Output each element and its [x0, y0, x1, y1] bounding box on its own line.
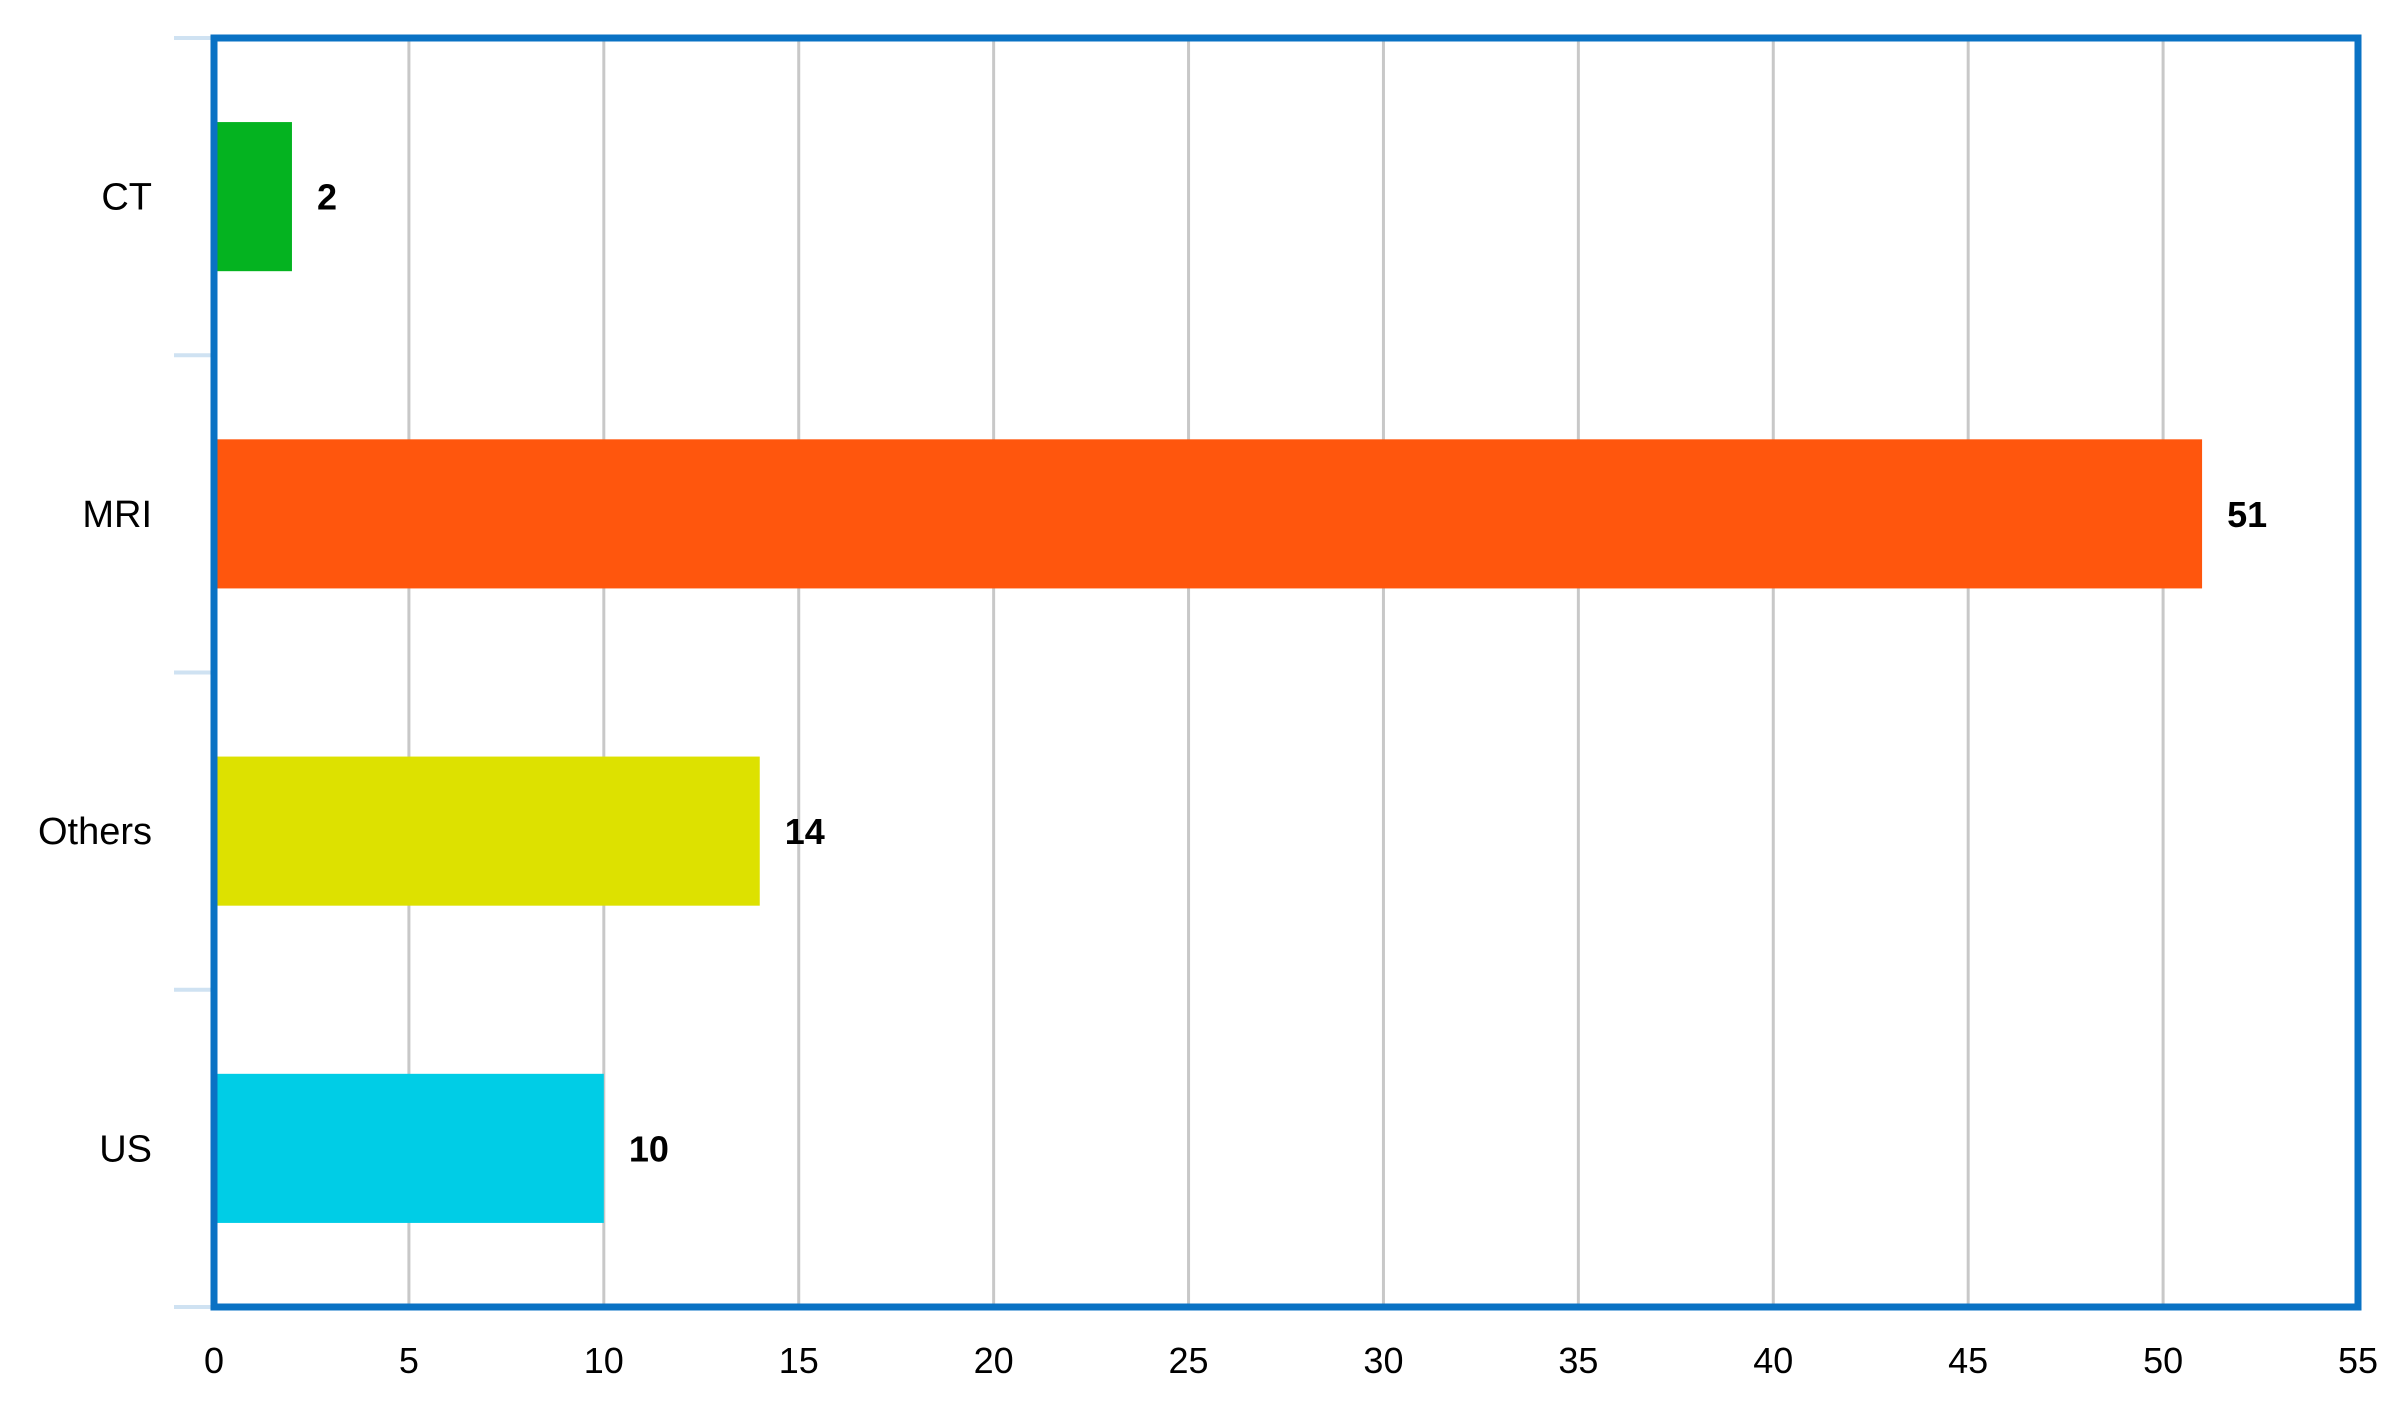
x-tick-label: 15	[779, 1340, 819, 1381]
x-tick-label: 10	[584, 1340, 624, 1381]
x-axis-tick-labels: 0 5 10 15 20 25 30 35 40 45 50 55	[204, 1340, 2378, 1381]
category-ticks	[174, 36, 214, 1309]
x-tick-label: 5	[399, 1340, 419, 1381]
data-label: 2	[317, 177, 337, 218]
data-labels: 2 51 14 10	[317, 177, 2267, 1170]
bars	[214, 122, 2203, 1223]
gridlines	[407, 38, 2165, 1307]
x-tick-label: 40	[1753, 1340, 1793, 1381]
bar-us	[214, 1073, 604, 1223]
y-tick-label: CT	[101, 177, 152, 219]
data-label: 10	[629, 1128, 669, 1169]
data-label: 14	[785, 811, 825, 852]
bar-ct	[214, 122, 292, 272]
plot-frame	[210, 34, 2362, 1311]
x-tick-label: 50	[2143, 1340, 2183, 1381]
data-label: 51	[2227, 494, 2267, 535]
y-tick-label: MRI	[82, 494, 152, 536]
bar-others	[214, 756, 760, 906]
x-tick-label: 0	[204, 1340, 224, 1381]
y-tick-label: US	[99, 1128, 152, 1170]
x-tick-label: 45	[1948, 1340, 1988, 1381]
x-tick-label: 55	[2338, 1340, 2378, 1381]
bar-mri	[214, 439, 2203, 589]
y-axis-category-labels: CT MRI Others US	[38, 177, 152, 1171]
x-tick-label: 20	[974, 1340, 1014, 1381]
y-tick-label: Others	[38, 811, 152, 853]
x-tick-label: 25	[1169, 1340, 1209, 1381]
x-tick-label: 35	[1558, 1340, 1598, 1381]
x-tick-label: 30	[1363, 1340, 1403, 1381]
